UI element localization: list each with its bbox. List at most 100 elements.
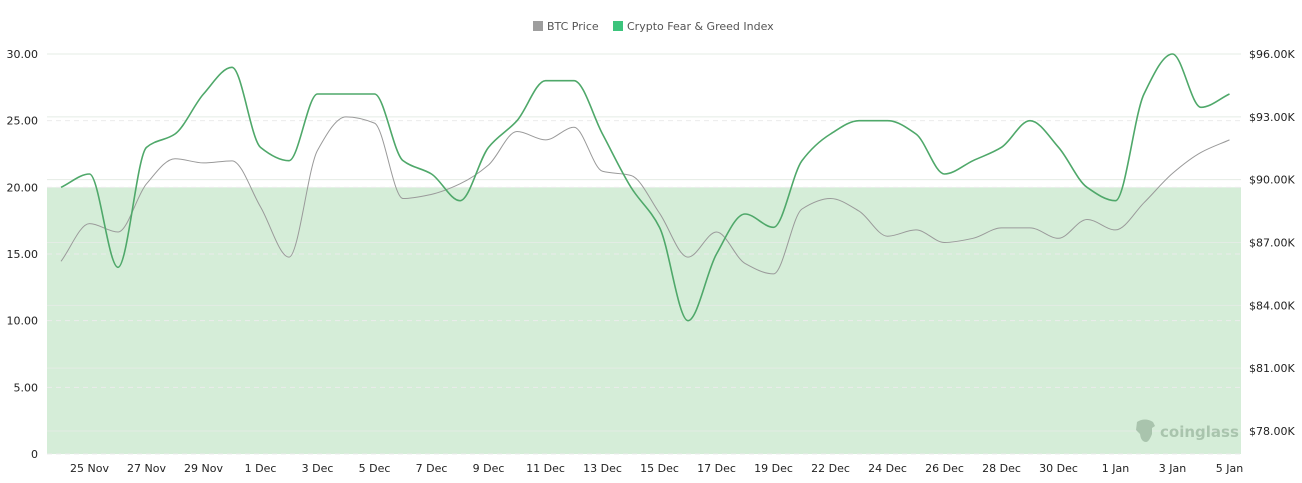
watermark-text: coinglass <box>1160 423 1239 441</box>
x-tick-label: 15 Dec <box>640 462 679 475</box>
fear-greed-point[interactable] <box>996 141 1008 153</box>
fear-greed-point[interactable] <box>711 248 723 260</box>
btc-price-point[interactable] <box>1053 232 1065 244</box>
fear-greed-point[interactable] <box>511 115 523 127</box>
btc-price-point[interactable] <box>1195 146 1207 158</box>
fear-greed-point[interactable] <box>1167 48 1179 60</box>
fear-greed-point[interactable] <box>84 168 96 180</box>
btc-price-point[interactable] <box>1024 222 1036 234</box>
btc-price-point[interactable] <box>312 144 324 156</box>
btc-price-point[interactable] <box>397 193 409 205</box>
btc-price-point[interactable] <box>796 203 808 215</box>
btc-price-point[interactable] <box>454 178 466 190</box>
fear-greed-point[interactable] <box>312 88 324 100</box>
legend-swatch-fear-greed <box>613 21 623 31</box>
x-tick-label: 3 Dec <box>302 462 334 475</box>
fear-greed-point[interactable] <box>141 141 153 153</box>
x-tick-label: 27 Nov <box>127 462 166 475</box>
gridlines <box>47 53 1241 455</box>
btc-price-point[interactable] <box>340 111 352 123</box>
fear-greed-point[interactable] <box>739 208 751 220</box>
x-tick-label: 11 Dec <box>526 462 565 475</box>
legend-item-fear-greed[interactable]: Crypto Fear & Greed Index <box>613 20 774 33</box>
fear-greed-point[interactable] <box>597 128 609 140</box>
fear-greed-point[interactable] <box>967 155 979 167</box>
btc-price-point[interactable] <box>1110 224 1122 236</box>
x-tick-label: 26 Dec <box>925 462 964 475</box>
fear-greed-point[interactable] <box>340 88 352 100</box>
btc-price-point[interactable] <box>711 226 723 238</box>
btc-price-point[interactable] <box>540 134 552 146</box>
fear-greed-point[interactable] <box>1195 101 1207 113</box>
fear-greed-point[interactable] <box>1138 88 1150 100</box>
btc-price-point[interactable] <box>739 257 751 269</box>
btc-price-point[interactable] <box>825 193 837 205</box>
btc-price-point[interactable] <box>55 255 67 267</box>
btc-price-point[interactable] <box>853 205 865 217</box>
fear-greed-point[interactable] <box>255 141 267 153</box>
x-axis: 25 Nov 27 Nov 29 Nov 1 Dec 3 Dec 5 Dec 7 Dec 9 … <box>70 462 1243 475</box>
btc-price-point[interactable] <box>198 157 210 169</box>
fear-greed-point[interactable] <box>112 261 124 273</box>
fear-greed-point[interactable] <box>426 168 438 180</box>
fear-greed-point[interactable] <box>1053 141 1065 153</box>
btc-price-point[interactable] <box>141 178 153 190</box>
btc-price-point[interactable] <box>255 201 267 213</box>
y-left-tick-label: 30.00 <box>7 48 39 61</box>
fear-greed-point[interactable] <box>483 141 495 153</box>
btc-price-point[interactable] <box>597 165 609 177</box>
btc-price-point[interactable] <box>1081 213 1093 225</box>
x-tick-label: 17 Dec <box>697 462 736 475</box>
btc-price-point[interactable] <box>996 222 1008 234</box>
fear-greed-point[interactable] <box>55 181 67 193</box>
fear-greed-point[interactable] <box>796 155 808 167</box>
btc-price-point[interactable] <box>84 218 96 230</box>
fear-greed-point[interactable] <box>1110 195 1122 207</box>
fear-greed-point[interactable] <box>454 195 466 207</box>
fear-greed-point[interactable] <box>568 75 580 87</box>
btc-price-point[interactable] <box>426 188 438 200</box>
btc-price-point[interactable] <box>483 159 495 171</box>
fear-greed-point[interactable] <box>825 128 837 140</box>
btc-price-point[interactable] <box>511 125 523 137</box>
btc-price-point[interactable] <box>967 232 979 244</box>
btc-price-point[interactable] <box>568 121 580 133</box>
fear-greed-point[interactable] <box>369 88 381 100</box>
x-tick-label: 1 Jan <box>1102 462 1129 475</box>
btc-price-point[interactable] <box>1224 134 1236 146</box>
btc-price-point[interactable] <box>768 268 780 280</box>
btc-price-point[interactable] <box>112 226 124 238</box>
fear-greed-point[interactable] <box>682 315 694 327</box>
fear-greed-point[interactable] <box>540 75 552 87</box>
fear-greed-point[interactable] <box>1024 115 1036 127</box>
btc-price-point[interactable] <box>1138 197 1150 209</box>
btc-price-point[interactable] <box>939 237 951 249</box>
fear-greed-point[interactable] <box>1081 181 1093 193</box>
btc-price-point[interactable] <box>910 224 922 236</box>
fear-greed-point[interactable] <box>625 181 637 193</box>
fear-greed-point[interactable] <box>853 115 865 127</box>
fear-greed-point[interactable] <box>654 221 666 233</box>
btc-price-point[interactable] <box>882 230 894 242</box>
fear-greed-point[interactable] <box>169 128 181 140</box>
fear-greed-point[interactable] <box>910 128 922 140</box>
fear-greed-point[interactable] <box>1224 88 1236 100</box>
legend-item-btc-price[interactable]: BTC Price <box>533 20 599 33</box>
fear-greed-point[interactable] <box>768 221 780 233</box>
fear-greed-point[interactable] <box>939 168 951 180</box>
btc-price-point[interactable] <box>1167 167 1179 179</box>
fear-greed-point[interactable] <box>283 155 295 167</box>
btc-price-point[interactable] <box>226 155 238 167</box>
fear-greed-point[interactable] <box>198 88 210 100</box>
btc-price-point[interactable] <box>283 251 295 263</box>
btc-price-point[interactable] <box>682 251 694 263</box>
fear-greed-point[interactable] <box>882 115 894 127</box>
x-tick-label: 28 Dec <box>982 462 1021 475</box>
btc-price-point[interactable] <box>654 207 666 219</box>
y-left-tick-label: 10.00 <box>7 315 39 328</box>
fear-greed-point[interactable] <box>226 61 238 73</box>
fear-greed-point[interactable] <box>397 155 409 167</box>
y-right-tick-label: $87.00K <box>1249 237 1295 250</box>
btc-price-point[interactable] <box>369 117 381 129</box>
btc-price-point[interactable] <box>169 153 181 165</box>
